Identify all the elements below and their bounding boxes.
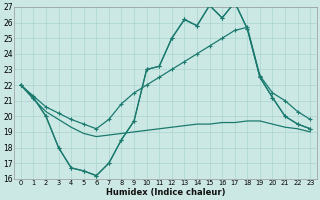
- X-axis label: Humidex (Indice chaleur): Humidex (Indice chaleur): [106, 188, 225, 197]
